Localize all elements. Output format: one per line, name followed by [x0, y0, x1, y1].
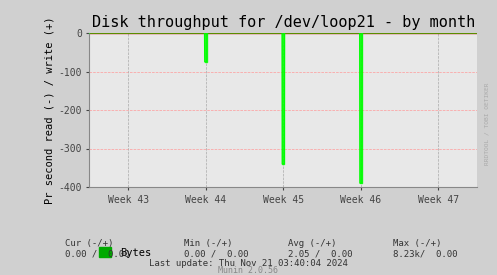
Text: 2.05 /  0.00: 2.05 / 0.00 [288, 249, 353, 258]
Text: Cur (-/+): Cur (-/+) [65, 239, 113, 248]
Text: Munin 2.0.56: Munin 2.0.56 [219, 266, 278, 275]
Text: RRDTOOL / TOBI OETIKER: RRDTOOL / TOBI OETIKER [485, 82, 490, 165]
Text: Avg (-/+): Avg (-/+) [288, 239, 336, 248]
Text: 8.23k/  0.00: 8.23k/ 0.00 [393, 249, 457, 258]
Text: 0.00 /  0.00: 0.00 / 0.00 [184, 249, 248, 258]
Text: Min (-/+): Min (-/+) [184, 239, 232, 248]
Text: Max (-/+): Max (-/+) [393, 239, 441, 248]
Text: Last update: Thu Nov 21 03:40:04 2024: Last update: Thu Nov 21 03:40:04 2024 [149, 259, 348, 268]
Title: Disk throughput for /dev/loop21 - by month: Disk throughput for /dev/loop21 - by mon… [91, 15, 475, 31]
Text: 0.00 /  0.00: 0.00 / 0.00 [65, 249, 129, 258]
Legend: Bytes: Bytes [94, 243, 155, 262]
Y-axis label: Pr second read (-) / write (+): Pr second read (-) / write (+) [44, 16, 54, 204]
